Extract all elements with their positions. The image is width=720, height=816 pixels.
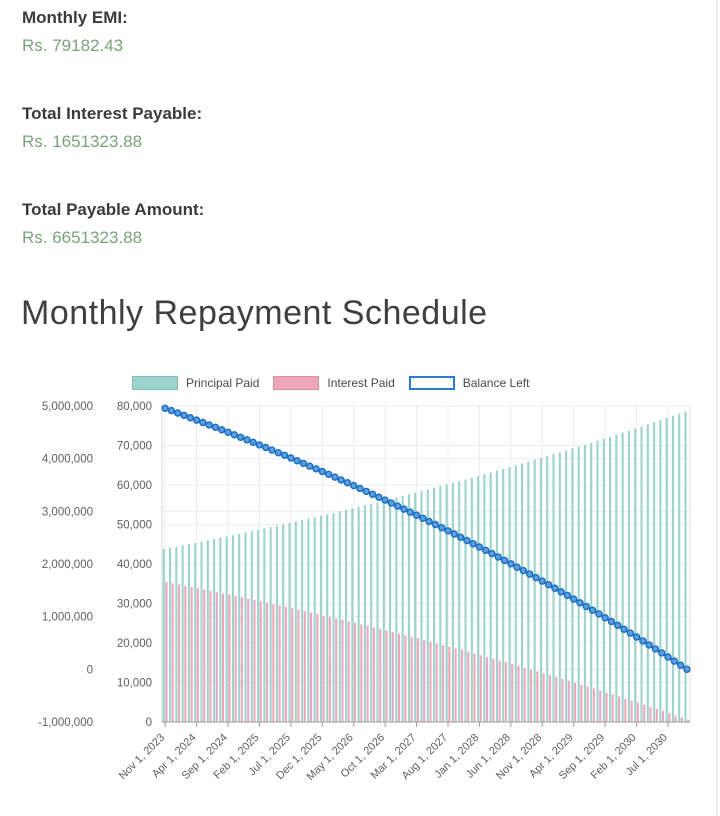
- svg-text:80,000: 80,000: [117, 401, 152, 413]
- svg-text:5,000,000: 5,000,000: [42, 401, 93, 413]
- legend-item-balance[interactable]: Balance Left: [408, 376, 530, 390]
- svg-text:70,000: 70,000: [117, 441, 152, 453]
- gridlines: [161, 405, 691, 723]
- legend-label-balance: Balance Left: [462, 376, 530, 390]
- svg-text:50,000: 50,000: [117, 520, 152, 532]
- repayment-chart-svg[interactable]: 5,000,000 4,000,000 3,000,000 2,000,000 1,00…: [0, 394, 710, 816]
- monthly-emi-label: Monthly EMI:: [22, 8, 128, 27]
- svg-text:40,000: 40,000: [117, 559, 152, 571]
- total-payable-value: Rs. 6651323.88: [22, 228, 143, 247]
- svg-text:60,000: 60,000: [117, 480, 152, 492]
- svg-text:1,000,000: 1,000,000: [42, 612, 93, 624]
- chart-legend: Principal Paid Interest Paid Balance Lef…: [132, 376, 543, 390]
- legend-label-interest: Interest Paid: [327, 376, 395, 390]
- balance-swatch-icon: [408, 376, 455, 390]
- svg-text:10,000: 10,000: [117, 678, 152, 690]
- svg-text:30,000: 30,000: [117, 599, 152, 611]
- x-axis: [162, 721, 690, 727]
- interest-swatch-icon: [273, 376, 320, 390]
- repayment-chart[interactable]: 5,000,000 4,000,000 3,000,000 2,000,000 1,00…: [0, 394, 710, 816]
- total-interest-label: Total Interest Payable:: [22, 104, 203, 123]
- monthly-emi-value: Rs. 79182.43: [22, 36, 124, 55]
- total-payable-label: Total Payable Amount:: [22, 200, 205, 219]
- chart-title: Monthly Repayment Schedule: [21, 294, 488, 332]
- loan-summary: Monthly EMI: Rs. 79182.43 Total Interest…: [22, 8, 204, 296]
- interest-bars[interactable]: [165, 582, 690, 722]
- svg-text:2,000,000: 2,000,000: [42, 559, 93, 571]
- balance-line[interactable]: [161, 404, 691, 673]
- svg-text:0: 0: [87, 664, 93, 676]
- svg-text:4,000,000: 4,000,000: [42, 454, 93, 466]
- principal-swatch-icon: [132, 376, 178, 390]
- svg-text:-1,000,000: -1,000,000: [38, 717, 93, 729]
- legend-item-principal[interactable]: Principal Paid: [132, 376, 259, 390]
- svg-text:3,000,000: 3,000,000: [42, 506, 93, 518]
- svg-text:0: 0: [146, 717, 152, 729]
- legend-item-interest[interactable]: Interest Paid: [273, 376, 395, 390]
- legend-label-principal: Principal Paid: [186, 376, 260, 390]
- principal-bars[interactable]: [162, 411, 687, 722]
- svg-text:20,000: 20,000: [117, 638, 152, 650]
- total-interest-value: Rs. 1651323.88: [22, 132, 143, 151]
- y-axis-labels: 5,000,000 4,000,000 3,000,000 2,000,000 1,00…: [38, 401, 152, 729]
